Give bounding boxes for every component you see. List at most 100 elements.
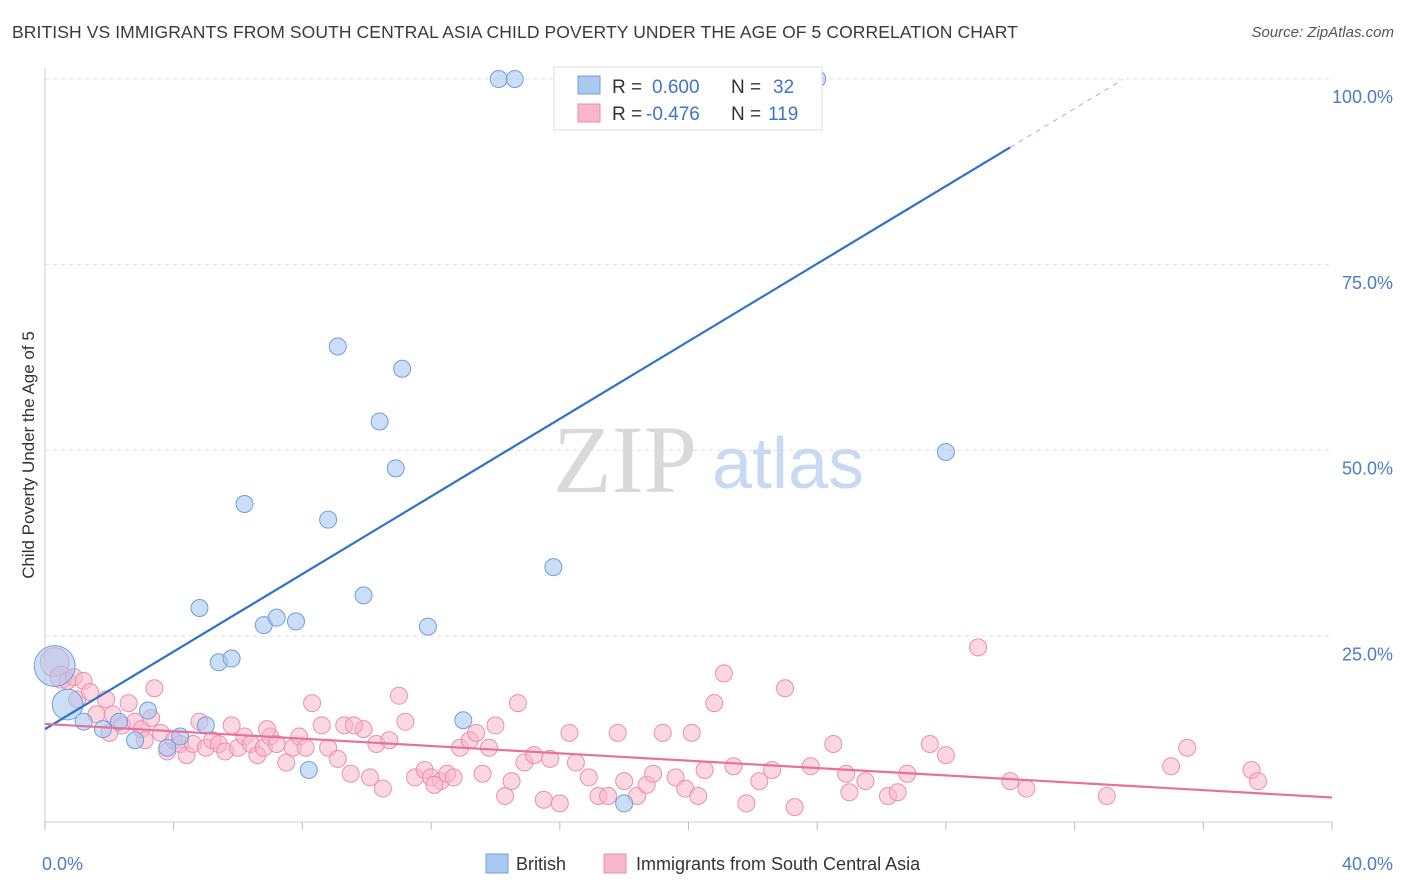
sca-point-73 (566, 753, 585, 772)
british-point-27 (544, 558, 563, 577)
sca-r-value: -0.476 (646, 104, 700, 125)
sca-point-50 (389, 686, 408, 705)
sca-point-71 (550, 794, 569, 813)
sca-point-57 (444, 768, 463, 787)
sca-swatch (577, 103, 601, 123)
y-tick-label-0: 25.0% (1342, 644, 1393, 664)
sca-point-89 (724, 757, 743, 776)
british-point-23 (418, 617, 437, 636)
legend-sca-label: Immigrants from South Central Asia (636, 854, 921, 874)
sca-point-64 (496, 786, 515, 805)
sca-point-96 (824, 734, 843, 753)
sca-point-46 (360, 768, 379, 787)
british-point-2 (74, 712, 93, 731)
legend-british-label: British (516, 854, 566, 874)
british-point-11 (222, 649, 241, 668)
source-label: Source: ZipAtlas.com (1251, 24, 1394, 41)
sca-point-39 (303, 694, 322, 713)
sca-point-93 (776, 679, 795, 698)
sca-n-value: 119 (768, 104, 798, 125)
sca-point-49 (380, 731, 399, 750)
british-point-26 (505, 70, 524, 88)
sca-point-62 (480, 738, 499, 757)
british-point-28 (615, 794, 634, 813)
y-tick-labels: 25.0% 50.0% 75.0% 100.0% (1332, 87, 1393, 664)
sca-point-77 (608, 723, 627, 742)
sca-point-98 (856, 772, 875, 791)
sca-point-60 (467, 723, 486, 742)
british-point-4 (110, 712, 129, 731)
sca-point-82 (653, 723, 672, 742)
british-r-label: R = (612, 77, 642, 98)
sca-point-70 (541, 749, 560, 768)
legend-british-swatch (485, 853, 509, 874)
sca-point-72 (560, 723, 579, 742)
sca-point-76 (599, 786, 618, 805)
sca-point-92 (763, 760, 782, 779)
sca-point-78 (615, 772, 634, 791)
sca-point-35 (277, 753, 296, 772)
sca-r-label: R = (612, 104, 642, 125)
sca-point-42 (328, 749, 347, 768)
x-tick-label-0: 0.0% (42, 854, 83, 874)
y-tick-label-1: 50.0% (1342, 459, 1393, 479)
sca-point-118 (344, 716, 363, 735)
sca-point-65 (502, 772, 521, 791)
sca-point-113 (258, 720, 277, 739)
british-point-21 (386, 459, 405, 478)
sca-point-48 (373, 779, 392, 798)
british-swatch (577, 75, 601, 95)
sca-point-91 (750, 772, 769, 791)
british-point-0 (33, 645, 76, 687)
sca-point-74 (579, 768, 598, 787)
british-n-value: 32 (773, 77, 794, 98)
sca-point-63 (486, 716, 505, 735)
axes (44, 68, 1333, 830)
y-tick-label-3: 100.0% (1332, 87, 1393, 107)
sca-point-69 (534, 790, 553, 809)
y-tick-label-2: 75.0% (1342, 273, 1393, 293)
british-point-30 (936, 442, 955, 461)
trend-lines (44, 79, 1333, 799)
british-point-3 (93, 720, 112, 739)
sca-point-66 (508, 694, 527, 713)
x-tick-labels: 0.0% 40.0% (42, 854, 1393, 874)
sca-point-87 (705, 694, 724, 713)
british-trend-extension (1009, 79, 1124, 148)
chart-title: BRITISH VS IMMIGRANTS FROM SOUTH CENTRAL… (12, 22, 1018, 42)
british-trend-line (44, 146, 1011, 731)
british-point-14 (267, 608, 286, 627)
stats-legend-box: R = 0.600 N = 32 R = -0.476 N = 119 (553, 66, 823, 131)
british-point-5 (126, 731, 145, 750)
british-point-1 (51, 688, 84, 721)
british-point-9 (190, 599, 209, 618)
sca-n-label: N = (731, 104, 761, 125)
sca-point-104 (969, 638, 988, 657)
watermark-zip: ZIP (553, 406, 697, 513)
british-point-22 (393, 359, 412, 378)
sca-point-86 (695, 760, 714, 779)
british-r-value: 0.600 (652, 77, 700, 98)
sca-point-61 (473, 764, 492, 783)
british-point-7 (158, 738, 177, 757)
sca-point-90 (737, 794, 756, 813)
sca-point-106 (1017, 779, 1036, 798)
sca-point-51 (396, 712, 415, 731)
sca-point-111 (1248, 772, 1267, 791)
sca-point-68 (525, 746, 544, 765)
y-axis-title: Child Poverty Under the Age of 5 (19, 331, 38, 579)
sca-point-107 (1097, 786, 1116, 805)
sca-point-6 (81, 682, 100, 701)
british-point-12 (235, 494, 254, 513)
sca-point-81 (644, 764, 663, 783)
british-point-6 (138, 701, 157, 720)
x-tick-label-1: 40.0% (1342, 854, 1393, 874)
british-point-24 (454, 711, 473, 730)
sca-point-102 (920, 734, 939, 753)
british-n-label: N = (731, 77, 761, 98)
british-point-19 (354, 586, 373, 605)
british-point-31 (196, 716, 215, 735)
bottom-legend: British Immigrants from South Central As… (485, 853, 921, 874)
legend-sca-swatch (603, 853, 627, 874)
sca-point-114 (425, 775, 444, 794)
